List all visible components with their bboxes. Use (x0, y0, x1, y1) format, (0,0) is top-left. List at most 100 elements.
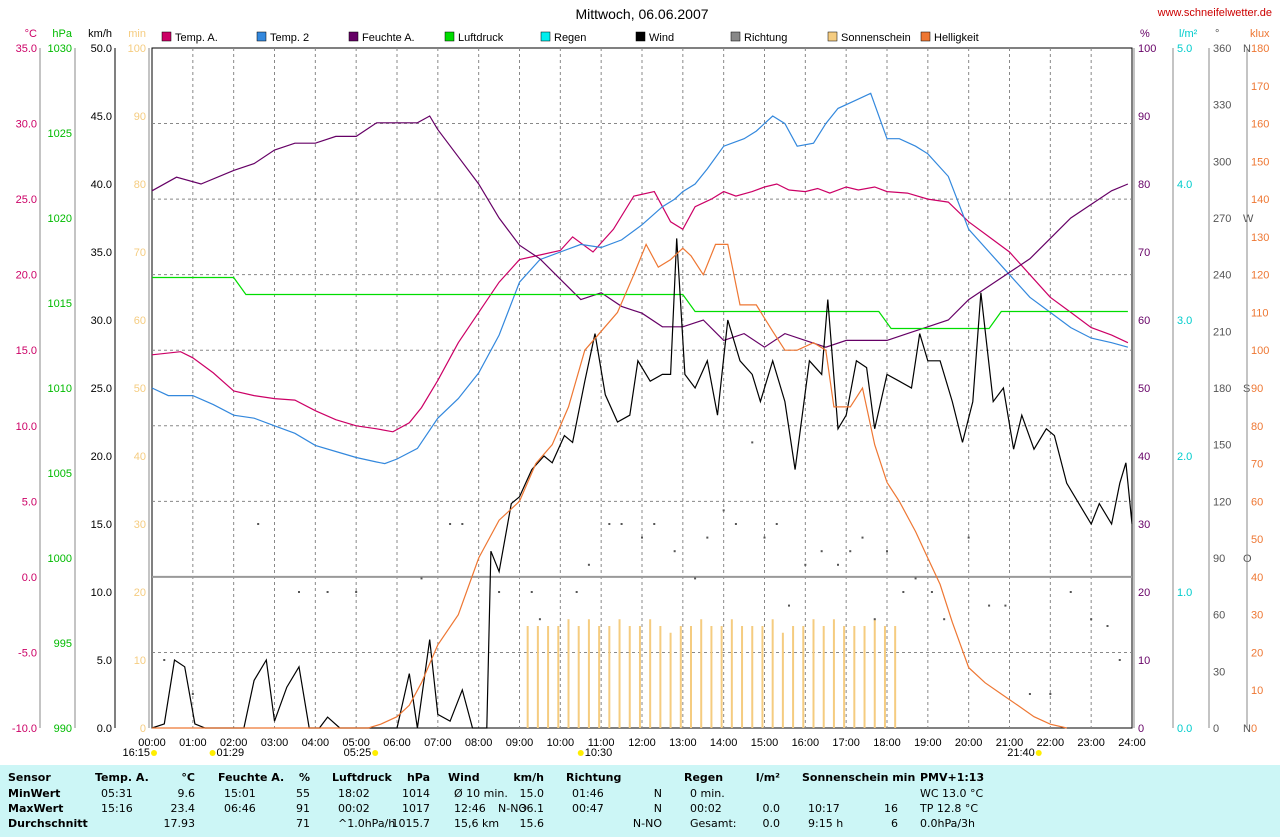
wind-direction-point (587, 563, 590, 566)
stats-cell: 00:02 (690, 802, 722, 815)
series-line-helligkeit (152, 242, 1067, 729)
axis-tick-label: 1030 (48, 43, 72, 55)
chart-title: Mittwoch, 06.06.2007 (575, 6, 708, 22)
wind-direction-point (943, 618, 946, 621)
axis-tick-label: 1020 (48, 213, 72, 225)
wind-direction-points (163, 441, 1121, 695)
axis-tick-label: 120 (1213, 496, 1231, 508)
wind-direction-point (722, 509, 725, 512)
wind-direction-point (788, 604, 790, 607)
axis-tick-label: 50 (1138, 383, 1150, 395)
axis-tick-label: 40.0 (91, 179, 112, 191)
wind-direction-point (163, 659, 166, 661)
stats-cell: 9:15 h (808, 817, 844, 830)
wind-direction-point (1118, 659, 1121, 661)
wind-direction-point (837, 563, 839, 566)
axis-tick-label: 50 (1251, 534, 1263, 546)
axis-tick-label: 100 (128, 43, 146, 55)
axis-tick-label: 30 (1138, 519, 1150, 531)
wind-direction-point (355, 591, 358, 593)
axis-tick-label: 70 (1138, 247, 1150, 259)
axis-tick-label: 170 (1251, 81, 1269, 93)
legend-label: Helligkeit (934, 32, 979, 44)
chart-axes: °C -10.0 -5.0 0.0 5.0 10.0 15.0 20.0 25.0 30.0 35.… (12, 28, 1270, 749)
axis-tick-label: 10.0 (91, 587, 112, 599)
stats-cell: Wind (448, 771, 480, 784)
axis-tick-label: -10.0 (12, 723, 37, 735)
x-annotation-label: 16:15 (122, 747, 150, 759)
stats-cell: MaxWert (8, 802, 64, 815)
axis-tick-label: 1.0 (1177, 587, 1192, 599)
wind-direction-point (804, 563, 807, 566)
axis-tick-label: -5.0 (18, 647, 37, 659)
wind-direction-point (575, 591, 578, 593)
stats-cell: Temp. A. (95, 771, 149, 784)
wind-direction-point (298, 591, 300, 593)
axis-tick-label: 180 (1251, 43, 1269, 55)
axis-tick-label: 80 (1251, 421, 1263, 433)
sun-icon (372, 750, 379, 756)
x-tick-label: 21:00 (996, 737, 1024, 749)
stats-cell: 1015.7 (391, 817, 431, 830)
stats-column-1: Temp. A. °C 05:31 9.6 15:16 23.4 17.93 (95, 765, 203, 837)
stats-cell: Richtung (566, 771, 622, 784)
wind-direction-point (734, 523, 737, 525)
axis-tick-label: 150 (1251, 156, 1269, 168)
x-annotation-label: 21:40 (1007, 747, 1035, 759)
x-tick-label: 01:00 (179, 737, 207, 749)
axis-tick-label: 0 (1138, 723, 1144, 735)
moon-icon (209, 750, 216, 756)
x-tick-label: 16:00 (792, 737, 820, 749)
x-annotation-label: 10:30 (585, 747, 613, 759)
x-tick-label: 17:00 (832, 737, 860, 749)
stats-cell: ^1.0hPa/h (338, 817, 396, 830)
x-tick-label: 13:00 (669, 737, 697, 749)
compass-label: N (1243, 723, 1251, 735)
chart-legend: Temp. A. Temp. 2 Feuchte A. Luftdruck Regen W… (161, 31, 979, 44)
source-link[interactable]: www.schneifelwetter.de (1157, 7, 1272, 19)
axis-tick-label: 40 (1138, 451, 1150, 463)
stats-cell: 6 (891, 817, 898, 830)
stats-cell: 10:17 (808, 802, 840, 815)
x-tick-label: 03:00 (261, 737, 289, 749)
wind-direction-point (530, 591, 533, 593)
axis-unit-label: hPa (52, 28, 72, 40)
axis-tick-label: 30 (1213, 666, 1225, 678)
axis-tick-label: 20 (134, 587, 146, 599)
series-line-feuchte-a (151, 115, 1129, 348)
wind-direction-point (902, 591, 905, 593)
wind-direction-point (873, 618, 876, 621)
legend-label: Feuchte A. (362, 32, 415, 44)
axis-tick-label: 1010 (48, 383, 72, 395)
axis-tick-label: 130 (1251, 232, 1269, 244)
axis-tick-label: 5.0 (22, 496, 37, 508)
axis-tick-label: 20 (1138, 587, 1150, 599)
legend-swatch (635, 31, 646, 42)
legend-label: Luftdruck (458, 32, 504, 44)
axis-tick-label: 60 (134, 315, 146, 327)
axis-tick-label: 140 (1251, 194, 1269, 206)
axis-tick-label: 50.0 (91, 43, 112, 55)
x-tick-label: 10:00 (547, 737, 575, 749)
wind-direction-point (498, 591, 501, 593)
axis-tick-label: 15.0 (91, 519, 112, 531)
stats-cell: 06:46 (224, 802, 256, 815)
stats-cell: 00:47 (572, 802, 604, 815)
axis-unit-label: ° (1215, 28, 1219, 40)
wind-direction-point (1049, 693, 1052, 695)
chart-grid (151, 47, 1133, 729)
axis-tick-label: 25.0 (16, 194, 37, 206)
x-annotation-label: 05:25 (344, 747, 372, 759)
x-tick-label: 09:00 (506, 737, 534, 749)
legend-swatch (540, 31, 551, 42)
wind-direction-point (775, 523, 778, 525)
stats-cell: Regen (684, 771, 724, 784)
legend-swatch (444, 31, 455, 42)
series-line-luftdruck (152, 276, 1128, 330)
axis-tick-label: 70 (134, 247, 146, 259)
stats-cell: N-NO (498, 802, 528, 815)
axis-tick-label: 60 (1213, 610, 1225, 622)
axis-tick-label: 80 (1138, 179, 1150, 191)
legend-label: Temp. A. (175, 32, 218, 44)
x-tick-label: 04:00 (302, 737, 330, 749)
